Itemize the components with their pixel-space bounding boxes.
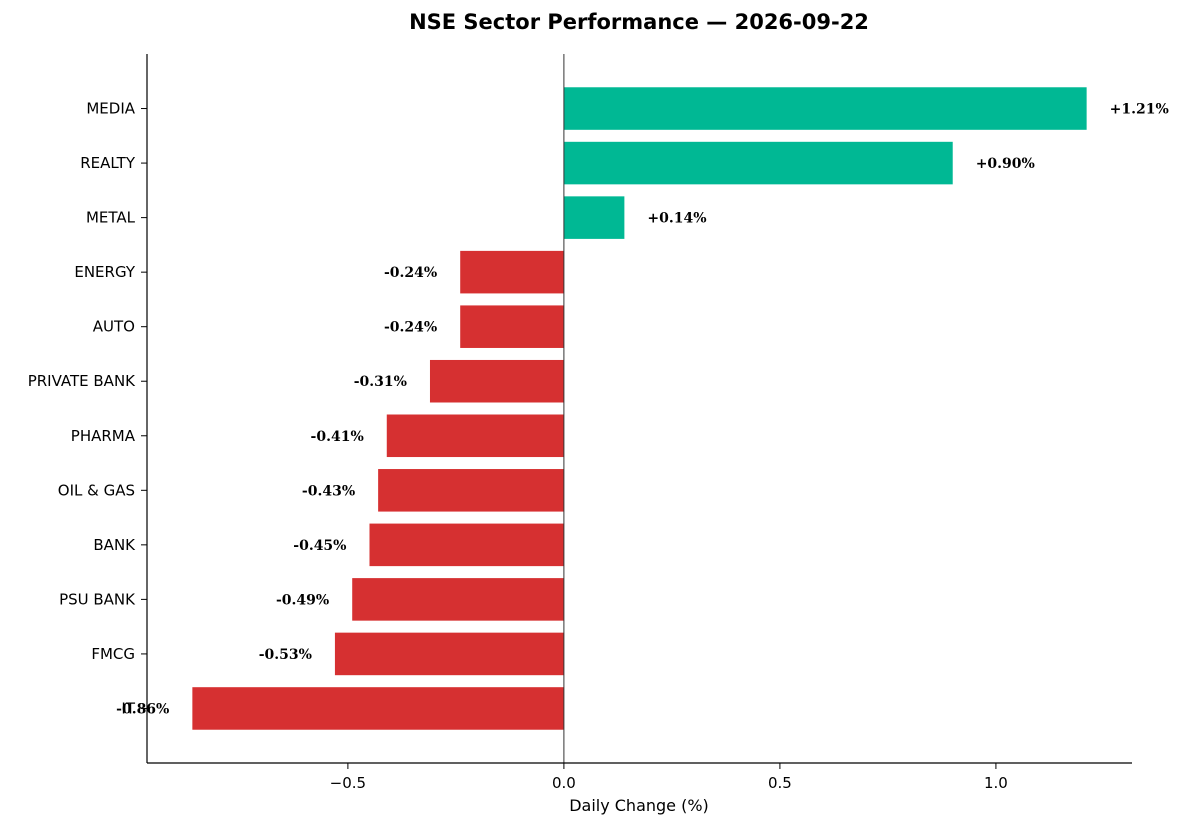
bar-value-label: +1.21% [1110, 102, 1169, 118]
bar [334, 632, 564, 676]
y-tick-label: AUTO [93, 318, 135, 336]
bar-value-label: +0.14% [647, 211, 706, 227]
bar [192, 687, 564, 730]
bar [563, 141, 953, 185]
y-tick-label: ENERGY [74, 263, 135, 281]
x-tick-label: 0.0 [552, 774, 576, 792]
bar-value-label: -0.86% [116, 701, 169, 717]
x-axis-label: Daily Change (%) [569, 796, 709, 815]
axes-layer: MEDIA REALTY METAL ENERGY AUTO PRIVATE BANK PH… [28, 54, 1132, 792]
bar [460, 305, 564, 348]
bar-value-label: -0.24% [384, 265, 437, 281]
y-tick-label: PSU BANK [59, 590, 136, 608]
x-tick-label: −0.5 [330, 774, 366, 792]
bar [563, 87, 1087, 130]
bar [369, 523, 564, 567]
y-tick-label: BANK [93, 536, 136, 554]
y-tick-label: REALTY [80, 154, 136, 172]
y-tick-label: METAL [86, 209, 136, 227]
bar-value-label: -0.41% [311, 429, 364, 445]
bar-value-label: -0.45% [293, 538, 346, 554]
bar [563, 196, 625, 239]
bar [460, 250, 564, 294]
bar-value-label: -0.49% [276, 592, 329, 608]
y-tick-label: PRIVATE BANK [28, 372, 136, 390]
bar [429, 359, 564, 403]
bar-value-label: -0.31% [354, 374, 407, 390]
bar-value-label: -0.53% [259, 647, 312, 663]
bar-value-label: -0.43% [302, 483, 355, 499]
bar-value-label: -0.24% [384, 320, 437, 336]
bars-layer [192, 87, 1087, 730]
bar [378, 469, 564, 512]
x-tick-label: 1.0 [984, 774, 1008, 792]
x-tick-label: 0.5 [768, 774, 792, 792]
data-labels-layer: +1.21% +0.90% +0.14% -0.24% -0.24% -0.31% -0.4… [116, 102, 1169, 718]
y-tick-label: OIL & GAS [58, 481, 135, 499]
y-tick-label: FMCG [91, 645, 135, 663]
chart-title: NSE Sector Performance — 2026-09-22 [409, 10, 869, 34]
bar-value-label: +0.90% [976, 156, 1035, 172]
y-tick-label: IT [121, 699, 135, 717]
y-tick-label: MEDIA [86, 100, 135, 118]
bar [386, 414, 564, 458]
bar [352, 578, 564, 621]
y-tick-label: PHARMA [71, 427, 136, 445]
